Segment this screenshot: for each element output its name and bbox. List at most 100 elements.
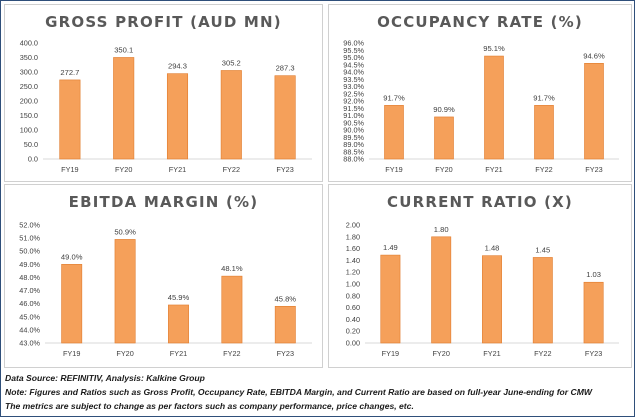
y-tick-label: 88.5% xyxy=(343,147,364,156)
bar-value-label: 48.1% xyxy=(221,264,243,273)
x-tick-label: FY22 xyxy=(223,349,240,358)
y-tick-label: 49.0% xyxy=(19,260,40,269)
x-tick-label: FY19 xyxy=(61,165,78,174)
x-tick-label: FY22 xyxy=(535,165,552,174)
y-tick-label: 50.0 xyxy=(24,140,38,149)
y-tick-label: 91.0% xyxy=(343,111,364,120)
chart-panel-occupancy-rate: OCCUPANCY RATE (%) 88.0% 88.5% 89.0% 89.5% 90… xyxy=(328,4,632,182)
bar-group-fy20: 90.9% FY20 xyxy=(433,105,455,174)
y-tick-label: 95.5% xyxy=(343,46,364,55)
bar-group-fy23: 287.3 FY23 xyxy=(274,64,296,174)
bar-value-label: 305.2 xyxy=(222,58,241,67)
chart-panel-current-ratio: CURRENT RATIO (X) 0.00 0.20 0.40 0.60 0.80 1.0… xyxy=(328,184,632,368)
bar-value-label: 90.9% xyxy=(433,105,455,114)
bar-fy19 xyxy=(59,79,81,160)
y-tick-label: 48.0% xyxy=(19,273,40,282)
y-tick-label: 300.0 xyxy=(20,68,38,77)
y-tick-label: 90.0% xyxy=(343,126,364,135)
chart-panel-gross-profit: GROSS PROFIT (AUD MN) 0.0 50.0 100.0 150.0 20… xyxy=(4,4,323,182)
y-tick-label: 88.0% xyxy=(343,155,364,164)
occupancy-rate-chart: OCCUPANCY RATE (%)88.0%88.5%89.0%89.5%90… xyxy=(343,13,619,174)
bar-group-fy22: 305.2 FY22 xyxy=(220,58,242,174)
x-tick-label: FY22 xyxy=(534,349,551,358)
bar-group-fy21: 95.1% FY21 xyxy=(483,44,505,174)
x-tick-label: FY21 xyxy=(485,165,502,174)
y-tick-label: 89.5% xyxy=(343,133,364,142)
y-tick-label: 0.40 xyxy=(346,315,360,324)
bar-group-fy21: 1.48 FY21 xyxy=(482,244,502,358)
bar-fy21 xyxy=(166,73,189,160)
bar-value-label: 1.80 xyxy=(434,225,449,234)
current-ratio-chart: CURRENT RATIO (X) 0.00 0.20 0.40 0.60 0.80 1.0… xyxy=(346,193,619,358)
y-tick-label: 250.0 xyxy=(20,82,38,91)
bar-group-fy22: 91.7% FY22 xyxy=(533,93,555,174)
bar-value-label: 1.49 xyxy=(383,243,398,252)
x-tick-label: FY23 xyxy=(277,349,294,358)
bar-fy20 xyxy=(114,239,136,344)
y-tick-label: 94.5% xyxy=(343,60,364,69)
y-tick-label: 0.20 xyxy=(346,327,360,336)
y-tick-label: 95.0% xyxy=(343,53,364,62)
footnotes: Data Source: REFINITIV, Analysis: Kalkin… xyxy=(5,371,631,413)
bar-value-label: 272.7 xyxy=(60,68,79,77)
y-tick-label: 1.40 xyxy=(346,256,360,265)
ebitda-margin-chart: EBITDA MARGIN (%) 43.0% 44.0% 45.0% 46.0% 47.… xyxy=(19,193,312,358)
x-tick-label: FY19 xyxy=(63,349,80,358)
bar-value-label: 294.3 xyxy=(168,62,187,71)
bar-fy22 xyxy=(534,105,554,160)
chart-title: GROSS PROFIT (AUD MN) xyxy=(45,13,282,31)
y-tick-label: 200.0 xyxy=(20,97,38,106)
bar-fy20 xyxy=(113,57,135,160)
x-tick-label: FY20 xyxy=(432,349,449,358)
bar-group-fy23: 1.03 FY23 xyxy=(583,270,604,358)
y-tick-label: 92.5% xyxy=(343,89,364,98)
bar-group-fy19: 91.7% FY19 xyxy=(383,93,405,174)
y-tick-label: 90.5% xyxy=(343,118,364,127)
y-tick-label: 0.60 xyxy=(346,303,360,312)
bar-value-label: 45.9% xyxy=(168,293,190,302)
bar-value-label: 50.9% xyxy=(114,227,136,236)
bar-group-fy20: 1.80 FY20 xyxy=(431,225,452,358)
y-tick-label: 91.5% xyxy=(343,104,364,113)
y-tick-label: 47.0% xyxy=(19,286,40,295)
x-tick-label: FY23 xyxy=(585,165,602,174)
y-tick-label: 44.0% xyxy=(19,325,40,334)
chart-panel-ebitda-margin: EBITDA MARGIN (%) 43.0% 44.0% 45.0% 46.0% 47.… xyxy=(4,184,323,368)
x-tick-label: FY20 xyxy=(116,349,133,358)
x-tick-label: FY19 xyxy=(385,165,402,174)
bar-value-label: 49.0% xyxy=(61,252,83,261)
y-tick-label: 2.00 xyxy=(346,221,360,230)
y-tick-label: 1.60 xyxy=(346,244,360,253)
methodology-note: Note: Figures and Ratios such as Gross P… xyxy=(5,387,593,397)
bar-fy23 xyxy=(583,281,604,344)
y-tick-label: 100.0 xyxy=(20,126,38,135)
bar-value-label: 95.1% xyxy=(483,44,505,53)
bar-fy22 xyxy=(532,257,553,344)
bar-group-fy23: 45.8% FY23 xyxy=(275,294,297,358)
bar-value-label: 1.03 xyxy=(586,270,601,279)
y-tick-label: 46.0% xyxy=(19,299,40,308)
x-tick-label: FY23 xyxy=(585,349,602,358)
gross-profit-chart: GROSS PROFIT (AUD MN) 0.0 50.0 100.0 150.0 20… xyxy=(20,13,312,174)
y-tick-label: 43.0% xyxy=(19,339,40,348)
bar-value-label: 287.3 xyxy=(276,64,295,73)
y-tick-label: 400.0 xyxy=(20,39,38,48)
bar-group-fy19: 49.0% FY19 xyxy=(61,252,83,358)
disclaimer-note: The metrics are subject to change as per… xyxy=(5,401,414,411)
bar-fy19 xyxy=(380,254,401,344)
y-tick-label: 96.0% xyxy=(343,39,364,48)
bar-fy21 xyxy=(168,304,189,344)
bar-group-fy21: 45.9% FY21 xyxy=(168,293,190,358)
chart-title: OCCUPANCY RATE (%) xyxy=(377,13,583,31)
bar-fy22 xyxy=(220,70,242,160)
y-tick-label: 1.20 xyxy=(346,268,360,277)
y-tick-label: 93.0% xyxy=(343,82,364,91)
x-tick-label: FY21 xyxy=(483,349,500,358)
bar-value-label: 94.6% xyxy=(583,51,605,60)
x-tick-label: FY22 xyxy=(223,165,240,174)
chart-title: EBITDA MARGIN (%) xyxy=(69,193,259,211)
y-tick-label: 0.80 xyxy=(346,291,360,300)
bar-fy21 xyxy=(484,55,504,160)
bar-value-label: 91.7% xyxy=(533,93,555,102)
y-tick-label: 150.0 xyxy=(20,111,38,120)
